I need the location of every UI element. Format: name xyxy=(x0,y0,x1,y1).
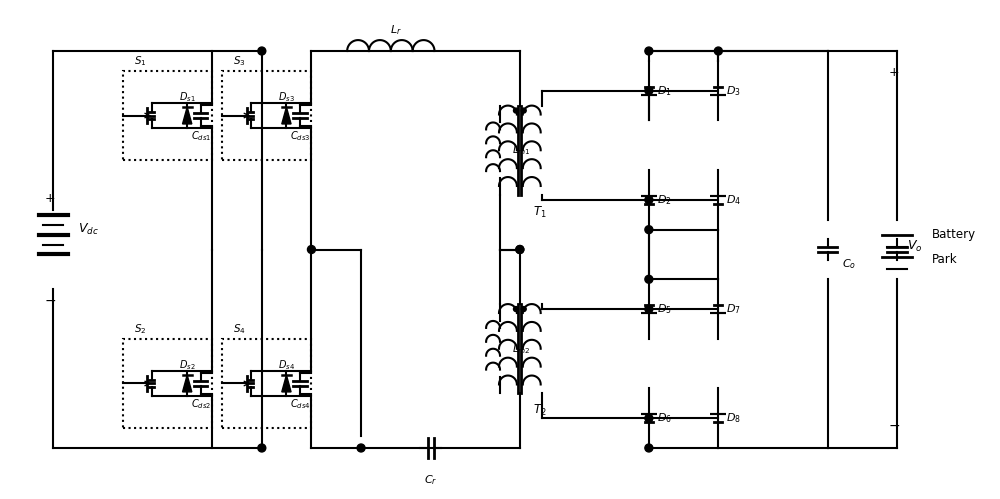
Text: $V_o$: $V_o$ xyxy=(907,239,922,254)
Circle shape xyxy=(714,47,722,55)
Text: $C_r$: $C_r$ xyxy=(424,473,437,487)
Text: Park: Park xyxy=(932,253,957,266)
Text: $D_{s2}$: $D_{s2}$ xyxy=(179,358,195,372)
Circle shape xyxy=(645,226,653,234)
Text: $C_{ds2}$: $C_{ds2}$ xyxy=(191,398,211,411)
Text: $T_1$: $T_1$ xyxy=(533,205,547,220)
Text: $L_{m1}$: $L_{m1}$ xyxy=(512,143,531,157)
Circle shape xyxy=(258,47,266,55)
Circle shape xyxy=(521,108,526,113)
Circle shape xyxy=(516,246,524,253)
Circle shape xyxy=(521,306,526,311)
Polygon shape xyxy=(282,375,291,392)
Text: $D_{s3}$: $D_{s3}$ xyxy=(278,90,295,104)
Circle shape xyxy=(516,246,524,253)
Circle shape xyxy=(307,246,315,253)
Text: $L_{m2}$: $L_{m2}$ xyxy=(512,342,531,356)
Text: $C_{ds4}$: $C_{ds4}$ xyxy=(290,398,310,411)
Circle shape xyxy=(645,196,653,204)
Text: $C_{ds3}$: $C_{ds3}$ xyxy=(290,130,310,143)
Text: $C_o$: $C_o$ xyxy=(842,257,857,271)
Polygon shape xyxy=(183,375,192,392)
Circle shape xyxy=(645,305,653,313)
Circle shape xyxy=(645,47,653,55)
Text: $D_8$: $D_8$ xyxy=(726,411,741,425)
FancyBboxPatch shape xyxy=(123,339,212,428)
Text: $S_4$: $S_4$ xyxy=(233,322,246,336)
FancyBboxPatch shape xyxy=(222,71,311,160)
Text: $L_r$: $L_r$ xyxy=(390,23,402,37)
Circle shape xyxy=(513,108,518,113)
Text: Battery: Battery xyxy=(932,228,976,241)
Text: $D_3$: $D_3$ xyxy=(726,84,741,98)
Text: $C_{ds1}$: $C_{ds1}$ xyxy=(191,130,211,143)
Text: $D_{s4}$: $D_{s4}$ xyxy=(278,358,295,372)
Text: $D_5$: $D_5$ xyxy=(657,302,672,316)
Circle shape xyxy=(645,414,653,422)
Circle shape xyxy=(645,275,653,283)
Circle shape xyxy=(258,444,266,452)
Text: $D_6$: $D_6$ xyxy=(657,411,672,425)
Text: $D_7$: $D_7$ xyxy=(726,302,741,316)
Text: $D_4$: $D_4$ xyxy=(726,193,741,207)
Polygon shape xyxy=(183,107,192,124)
Text: $V_{dc}$: $V_{dc}$ xyxy=(78,222,99,237)
FancyBboxPatch shape xyxy=(222,339,311,428)
Text: −: − xyxy=(888,419,900,433)
Text: $D_1$: $D_1$ xyxy=(657,84,672,98)
Text: $T_2$: $T_2$ xyxy=(533,403,547,419)
Text: $D_{s1}$: $D_{s1}$ xyxy=(179,90,196,104)
Text: $S_2$: $S_2$ xyxy=(134,322,146,336)
Text: $D_2$: $D_2$ xyxy=(657,193,672,207)
Text: −: − xyxy=(45,294,56,308)
Circle shape xyxy=(645,87,653,95)
Text: $S_1$: $S_1$ xyxy=(134,54,146,68)
Text: $S_3$: $S_3$ xyxy=(233,54,245,68)
FancyBboxPatch shape xyxy=(123,71,212,160)
Circle shape xyxy=(357,444,365,452)
Circle shape xyxy=(513,306,518,311)
Text: +: + xyxy=(889,66,899,79)
Circle shape xyxy=(645,444,653,452)
Polygon shape xyxy=(282,107,291,124)
Text: +: + xyxy=(45,192,56,205)
